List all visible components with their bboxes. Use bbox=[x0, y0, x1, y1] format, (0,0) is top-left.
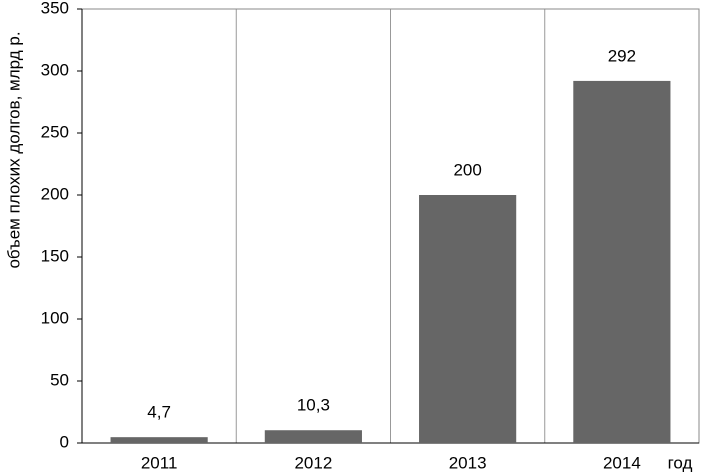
y-axis-label: объем плохих долгов, млрд р. bbox=[4, 31, 23, 268]
bar bbox=[110, 437, 208, 443]
x-tick-label: 2013 bbox=[449, 453, 487, 472]
y-tick-label: 0 bbox=[60, 432, 69, 451]
y-tick-label: 150 bbox=[41, 246, 69, 265]
y-tick-label: 200 bbox=[41, 184, 69, 203]
y-tick-label: 350 bbox=[41, 0, 69, 17]
data-label: 10,3 bbox=[297, 396, 330, 415]
y-tick-label: 50 bbox=[50, 370, 69, 389]
data-label: 4,7 bbox=[147, 403, 171, 422]
x-tick-label: 2011 bbox=[141, 453, 178, 472]
x-tick-label: 2012 bbox=[294, 453, 332, 472]
bar bbox=[419, 195, 517, 443]
bar bbox=[573, 80, 671, 444]
x-axis-label: год bbox=[668, 453, 693, 472]
data-label: 200 bbox=[453, 160, 481, 179]
data-label: 292 bbox=[608, 46, 636, 65]
y-tick-label: 300 bbox=[41, 60, 69, 79]
x-tick-label: 2014 bbox=[603, 453, 641, 472]
bar bbox=[264, 430, 362, 443]
y-tick-label: 250 bbox=[41, 122, 69, 141]
y-tick-label: 100 bbox=[41, 308, 69, 327]
